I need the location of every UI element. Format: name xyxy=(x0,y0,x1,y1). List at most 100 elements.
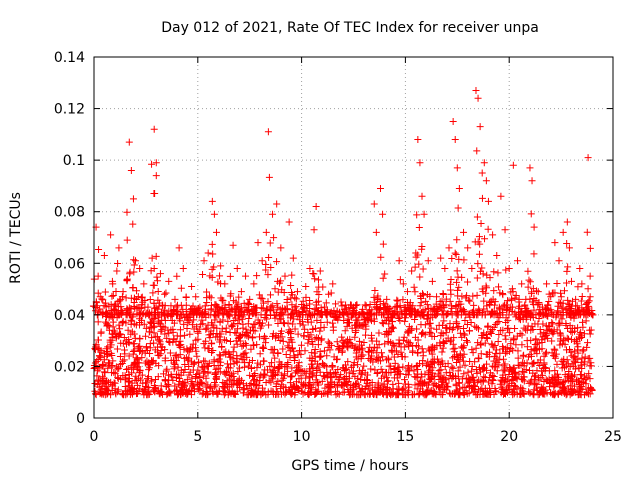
data-point xyxy=(421,331,429,339)
data-point xyxy=(413,211,421,219)
data-point xyxy=(566,301,574,309)
data-point xyxy=(150,125,158,133)
data-point xyxy=(100,368,108,376)
data-point xyxy=(564,296,572,304)
data-point xyxy=(240,385,248,393)
data-point xyxy=(501,226,509,234)
data-point xyxy=(514,354,522,362)
data-point xyxy=(277,385,285,393)
data-point xyxy=(488,380,496,388)
data-point xyxy=(522,366,530,374)
data-point xyxy=(277,310,285,318)
data-point xyxy=(109,323,117,331)
data-point xyxy=(108,292,116,300)
data-point xyxy=(355,384,363,392)
data-point xyxy=(253,272,261,280)
data-point xyxy=(447,275,455,283)
data-point xyxy=(314,276,322,284)
data-point xyxy=(173,272,181,280)
data-point xyxy=(143,383,151,391)
data-point xyxy=(266,239,274,247)
data-point xyxy=(94,289,102,297)
data-point xyxy=(153,277,161,285)
data-point xyxy=(456,305,464,313)
data-point xyxy=(123,236,131,244)
data-point xyxy=(256,333,264,341)
x-tick-label: 25 xyxy=(604,429,622,445)
data-point xyxy=(148,160,156,168)
data-point xyxy=(433,293,441,301)
data-point xyxy=(338,333,346,341)
data-point xyxy=(252,381,260,389)
data-point xyxy=(170,359,178,367)
data-point xyxy=(477,219,485,227)
data-point xyxy=(226,375,234,383)
data-point xyxy=(239,324,247,332)
data-point xyxy=(213,330,221,338)
data-point xyxy=(558,357,566,365)
data-point xyxy=(453,267,461,275)
data-point xyxy=(358,371,366,379)
data-point xyxy=(564,263,572,271)
data-point xyxy=(583,343,591,351)
data-point xyxy=(179,264,187,272)
data-point xyxy=(102,299,110,307)
data-point xyxy=(534,288,542,296)
data-point xyxy=(346,335,354,343)
data-point xyxy=(389,390,397,398)
data-point xyxy=(246,295,254,303)
data-point xyxy=(173,332,181,340)
data-point xyxy=(586,375,594,383)
data-point xyxy=(242,272,250,280)
data-point xyxy=(529,369,537,377)
data-point xyxy=(227,353,235,361)
data-point xyxy=(277,244,285,252)
data-point xyxy=(468,384,476,392)
data-point xyxy=(185,317,193,325)
data-point xyxy=(123,208,131,216)
data-point xyxy=(288,345,296,353)
data-point xyxy=(426,319,434,327)
data-point xyxy=(319,283,327,291)
data-point xyxy=(116,353,124,361)
data-point xyxy=(192,347,200,355)
data-point xyxy=(584,355,592,363)
data-point xyxy=(229,241,237,249)
data-point xyxy=(419,348,427,356)
data-point xyxy=(328,362,336,370)
data-point xyxy=(530,223,538,231)
data-point xyxy=(312,376,320,384)
data-point xyxy=(130,340,138,348)
data-point xyxy=(410,390,418,398)
data-point xyxy=(511,369,519,377)
data-point xyxy=(125,338,133,346)
data-point xyxy=(382,368,390,376)
data-point xyxy=(145,384,153,392)
data-point xyxy=(412,373,420,381)
data-point xyxy=(578,333,586,341)
data-point xyxy=(489,231,497,239)
data-point xyxy=(268,372,276,380)
data-point xyxy=(514,257,522,265)
data-point xyxy=(505,382,513,390)
data-point xyxy=(218,343,226,351)
data-point xyxy=(148,254,156,262)
data-point xyxy=(119,391,127,399)
data-point xyxy=(393,391,401,399)
data-point xyxy=(496,380,504,388)
data-point xyxy=(91,390,99,398)
data-point xyxy=(114,260,122,268)
tick-labels: 0 5 10 15 20 25 0 0.02 0.04 0.06 0.08 0.1 0.12 0.14 xyxy=(54,50,622,445)
data-point xyxy=(226,338,234,346)
data-point xyxy=(505,264,513,272)
data-point xyxy=(311,275,319,283)
data-point xyxy=(483,390,491,398)
data-point xyxy=(222,308,230,316)
data-point xyxy=(415,260,423,268)
data-point xyxy=(520,377,528,385)
data-point xyxy=(280,289,288,297)
data-point xyxy=(460,370,468,378)
data-point xyxy=(319,361,327,369)
data-point xyxy=(302,282,310,290)
data-point xyxy=(295,365,303,373)
